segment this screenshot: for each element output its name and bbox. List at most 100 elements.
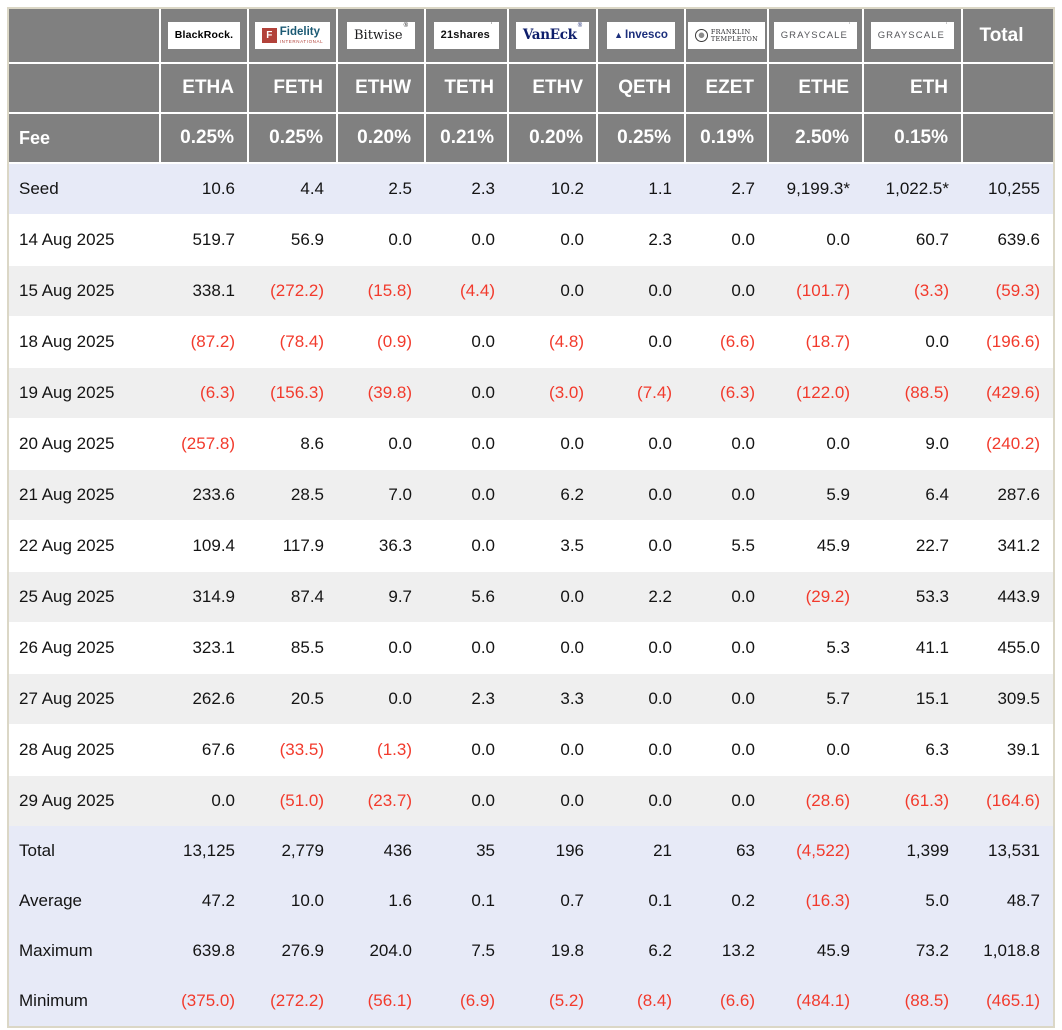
value-cell: 0.0 [685,775,768,826]
fee-cell: 0.20% [508,113,598,164]
value-cell: 2.5 [388,179,412,198]
value-cell: 0.0 [425,520,508,572]
value-cell: 60.7 [863,214,962,266]
value-cell: 0.0 [863,316,962,368]
value-cell: 0.0 [768,418,863,470]
table-row: Minimum (375.0) (272.2) (56.1) (6.9) (5.2) (8.… [9,976,1053,1026]
value-cell: 2.3 [425,673,508,725]
value-cell: (6.3) [160,367,248,419]
row-label: 18 Aug 2025 [9,316,160,368]
row-label: 25 Aug 2025 [9,571,160,623]
row-label: Maximum [19,941,93,960]
value-cell: 5.5 [685,520,768,572]
provider-header-cell: GRAYSCALE ʼ [768,9,864,64]
value-cell: 0.0 [425,469,508,521]
value-cell: (61.3) [863,775,962,826]
value-cell: 109.4 [160,520,248,572]
value-cell: 7.5 [471,941,495,960]
ticker-cell: FETH [248,63,338,114]
table-body: Seed 10.6 4.4 2.5 2.3 10.2 1.1 2.7 9,199.3* 1,022… [9,163,1053,1026]
value-cell: 39.1 [962,724,1053,776]
ticker-cell: TETH [425,63,509,114]
value-cell: 1.1 [648,179,672,198]
table-row: 18 Aug 2025 (87.2) (78.4) (0.9) 0.0 (4.8) 0.0(… [9,316,1053,368]
ticker-cell: QETH [597,63,686,114]
value-cell: (6.6) [720,991,755,1010]
value-cell: (3.3) [863,265,962,317]
value-cell: 9.0 [863,418,962,470]
table-row: Total 13,125 2,779 436 35 196 21 63 (4,522) 1,399… [9,826,1053,876]
value-cell: 0.0 [337,673,425,725]
value-cell: 0.7 [560,891,584,910]
table-row: Average 47.2 10.0 1.6 0.1 0.7 0.1 0.2 (16.3) 5.0 4… [9,876,1053,926]
value-cell: 1,399 [906,841,949,860]
value-cell: 85.5 [248,622,337,674]
value-cell: 0.0 [337,214,425,266]
value-cell: 0.2 [731,891,755,910]
value-cell: 3.3 [508,673,597,725]
table-row: 15 Aug 2025 338.1 (272.2) (15.8) (4.4) 0.0 0.0… [9,265,1053,317]
row-label: 15 Aug 2025 [9,265,160,317]
fee-cell: 0.25% [597,113,686,164]
row-label: 29 Aug 2025 [9,775,160,826]
value-cell: 196 [555,841,584,860]
value-cell: 0.0 [685,622,768,674]
value-cell: 0.0 [425,775,508,826]
table-row: Maximum 639.8 276.9 204.0 7.5 19.8 6.2 13.2 45.9… [9,926,1053,976]
value-cell: 1.6 [388,891,412,910]
value-cell: 41.1 [863,622,962,674]
fee-cell: 0.21% [425,113,509,164]
value-cell: 0.0 [508,214,597,266]
value-cell: 6.4 [863,469,962,521]
fee-cell: 0.15% [863,113,963,164]
value-cell: 0.0 [597,775,685,826]
value-cell: (59.3) [962,265,1053,317]
grayscale-logo: GRAYSCALE ʼ [773,22,858,49]
value-cell: 15.1 [863,673,962,725]
value-cell: 0.0 [508,775,597,826]
eth-etf-flow-table: BlackRock. F Fidelity INTERNATIONAL Bitwise ®… [9,9,1053,1026]
value-cell: 63 [736,841,755,860]
value-cell: 233.6 [160,469,248,521]
provider-header-cell: GRAYSCALE ʼ [863,9,963,64]
ticker-row-spacer [9,63,161,114]
value-cell: 87.4 [248,571,337,623]
value-cell: 0.0 [685,265,768,317]
table-row: 21 Aug 2025 233.6 28.5 7.0 0.0 6.2 0.0 0.0 5.9 6.… [9,469,1053,521]
value-cell: 0.0 [597,622,685,674]
value-cell: 639.6 [962,214,1053,266]
value-cell: (465.1) [986,991,1040,1010]
value-cell: (7.4) [597,367,685,419]
table-row: 20 Aug 2025 (257.8) 8.6 0.0 0.0 0.0 0.0 0.0 0.0 9… [9,418,1053,470]
value-cell: 13,125 [183,841,235,860]
table-row: 29 Aug 2025 0.0 (51.0) (23.7) 0.0 0.0 0.0 0.0 (2… [9,775,1053,826]
value-cell: 1,018.8 [983,941,1040,960]
table-row: 28 Aug 2025 67.6 (33.5) (1.3) 0.0 0.0 0.0 0.0 0.… [9,724,1053,776]
value-cell: 5.3 [768,622,863,674]
value-cell: (33.5) [248,724,337,776]
fee-label: Fee [9,113,161,164]
value-cell: (272.2) [248,265,337,317]
row-label: 28 Aug 2025 [9,724,160,776]
value-cell: 0.0 [597,418,685,470]
row-label: 19 Aug 2025 [9,367,160,419]
value-cell: 22.7 [863,520,962,572]
fee-cell: 0.20% [337,113,426,164]
value-cell: 2.2 [597,571,685,623]
value-cell: 309.5 [962,673,1053,725]
value-cell: 9.7 [337,571,425,623]
franklin-head-icon [694,29,708,42]
table-row: 27 Aug 2025 262.6 20.5 0.0 2.3 3.3 0.0 0.0 5.7 15… [9,673,1053,725]
value-cell: 21 [653,841,672,860]
ticker-cell: EZET [685,63,769,114]
value-cell: 0.0 [597,724,685,776]
value-cell: (29.2) [768,571,863,623]
ticker-cell: ETHA [160,63,249,114]
value-cell: 7.0 [337,469,425,521]
franklin-templeton-logo: FRANKLIN TEMPLETON [687,22,766,49]
etf-flow-table-frame: BlackRock. F Fidelity INTERNATIONAL Bitwise ®… [7,7,1055,1028]
value-cell: (88.5) [863,367,962,419]
value-cell: 6.2 [508,469,597,521]
value-cell: 204.0 [369,941,412,960]
